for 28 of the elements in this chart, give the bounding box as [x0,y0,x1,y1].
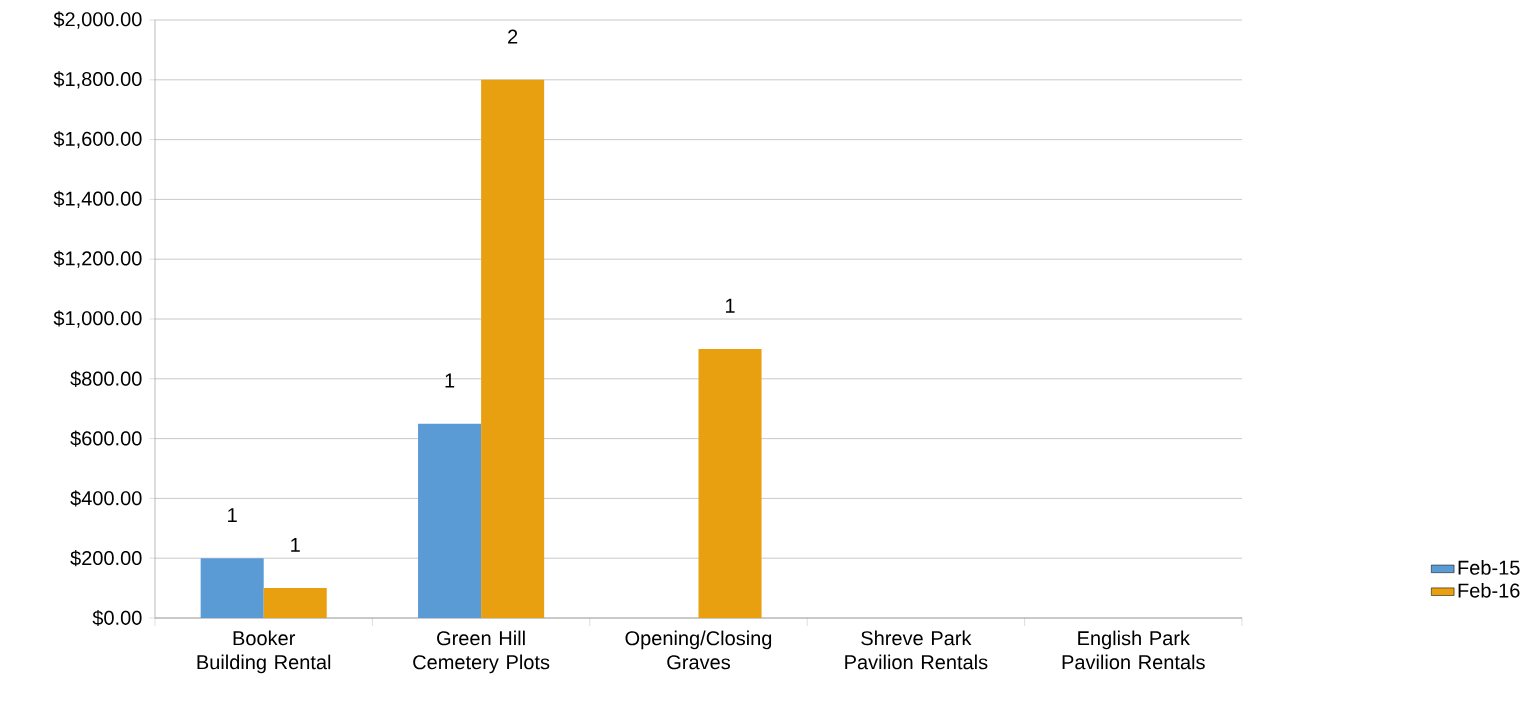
x-tick-label: Shreve Park Pavilion Rentals [845,630,988,670]
bar [698,348,762,618]
annotation: 1 [445,373,455,388]
y-tick-label: $2,000.00 [53,11,142,29]
bar [481,79,545,618]
x-tick-label: Opening/Closing Graves [625,630,772,670]
annotation: 1 [228,508,237,522]
y-tick-label: $1,000.00 [53,310,142,328]
y-tick-label: $0.00 [92,609,142,627]
x-tick-label: English Park Pavilion Rentals [1062,630,1205,670]
bar [263,588,327,618]
x-tick-label: Booker Building Rental [197,630,331,674]
y-tick-label: $1,400.00 [53,190,142,209]
y-tick-label: $600.00 [70,430,142,447]
legend-label: Feb-15 [1458,560,1520,575]
y-tick-label: $1,200.00 [53,250,142,268]
y-tick-label: $1,800.00 [53,71,142,89]
y-tick-label: $800.00 [70,370,142,387]
bar [418,423,482,618]
annotation: 1 [291,538,300,552]
y-tick-label: $200.00 [70,550,142,567]
y-tick-label: $1,600.00 [53,130,142,149]
x-tick-label: Green Hill Cemetery Plots [413,630,550,674]
annotation: 2 [508,29,518,44]
annotation: 1 [725,298,735,313]
legend-label: Feb-16 [1458,582,1520,598]
bar [200,558,264,618]
y-tick-label: $400.00 [70,490,142,507]
